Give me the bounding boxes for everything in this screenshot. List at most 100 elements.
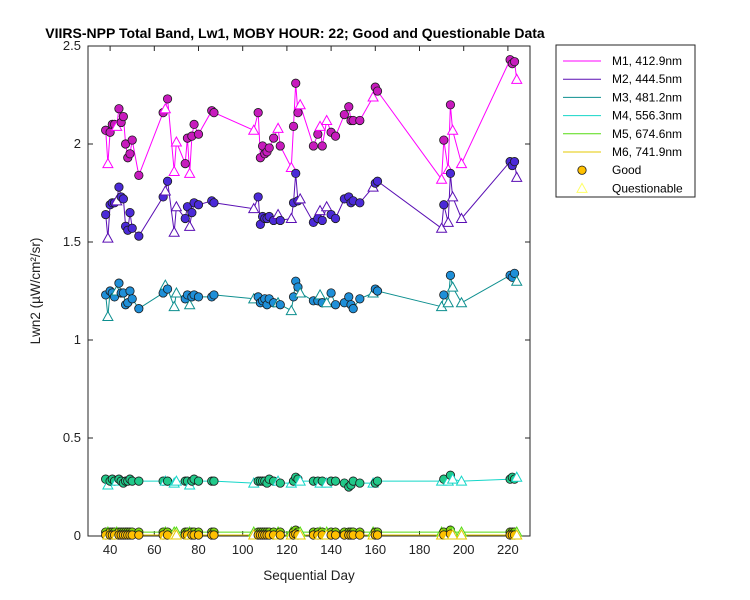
- good-point: [372, 86, 383, 96]
- series-markers: [101, 55, 523, 540]
- good-point: [193, 292, 204, 302]
- x-tick-label: 180: [409, 542, 431, 557]
- y-tick-label: 0: [74, 528, 81, 543]
- good-point: [439, 135, 449, 145]
- y-tick-label: 2.5: [63, 38, 81, 53]
- y-tick-label: 0.5: [63, 430, 81, 445]
- good-point: [209, 108, 219, 118]
- good-point: [162, 94, 173, 104]
- good-point: [330, 476, 341, 486]
- x-tick-label: 40: [103, 542, 117, 557]
- good-point: [264, 143, 274, 153]
- good-point: [326, 288, 336, 298]
- good-point: [209, 290, 219, 300]
- good-point: [355, 478, 365, 488]
- good-point: [180, 213, 190, 224]
- good-point: [330, 131, 341, 141]
- good-point: [209, 530, 219, 540]
- questionable-point: [446, 281, 459, 292]
- questionable-point: [442, 296, 455, 308]
- questionable-point: [183, 298, 196, 310]
- good-point: [317, 141, 327, 151]
- chart-title: VIIRS-NPP Total Band, Lw1, MOBY HOUR: 22…: [45, 25, 545, 41]
- questionable-point: [442, 216, 455, 227]
- good-point: [355, 198, 365, 208]
- good-point: [118, 194, 128, 204]
- x-tick-label: 140: [320, 542, 342, 557]
- questionable-point: [446, 528, 459, 540]
- legend: M1, 412.9nm M2, 444.5nm M3, 481.2nm M4, 556…: [555, 44, 696, 198]
- good-point: [330, 213, 341, 224]
- questionable-point: [159, 185, 172, 196]
- legend-swatch-good: [577, 165, 587, 175]
- questionable-point: [102, 232, 114, 243]
- questionable-point: [168, 226, 181, 237]
- good-point: [269, 133, 279, 143]
- good-point: [162, 176, 173, 186]
- y-tick-label: 1.5: [63, 234, 81, 249]
- good-point: [114, 104, 124, 114]
- questionable-point: [168, 165, 181, 176]
- questionable-point: [183, 167, 196, 178]
- good-point: [114, 278, 124, 288]
- good-point: [193, 129, 204, 139]
- good-point: [275, 478, 285, 488]
- y-axis-label: Lwn2 (µW/cm²/sr): [28, 238, 43, 345]
- good-point: [134, 530, 144, 540]
- questionable-point: [320, 200, 333, 212]
- good-point: [127, 294, 137, 304]
- good-point: [134, 304, 144, 314]
- good-point: [118, 111, 128, 122]
- good-point: [253, 192, 263, 202]
- questionable-point: [320, 114, 333, 125]
- legend-label: Questionable: [612, 181, 683, 195]
- questionable-point: [455, 212, 468, 223]
- questionable-point: [170, 286, 183, 298]
- x-axis-label: Sequential Day: [263, 568, 355, 583]
- questionable-point: [510, 528, 523, 540]
- x-tick-label: 160: [364, 542, 386, 557]
- questionable-point: [168, 300, 181, 312]
- questionable-point: [272, 122, 284, 133]
- x-tick-label: 200: [453, 542, 475, 557]
- good-point: [344, 292, 354, 302]
- questionable-point: [170, 136, 183, 147]
- good-point: [330, 530, 341, 540]
- questionable-point: [510, 275, 523, 286]
- good-point: [134, 231, 144, 241]
- good-point: [445, 168, 456, 178]
- good-point: [180, 159, 190, 169]
- questionable-point: [455, 296, 468, 308]
- good-point: [193, 200, 204, 210]
- good-point: [275, 215, 285, 226]
- questionable-point: [170, 200, 183, 212]
- good-point: [125, 208, 135, 218]
- x-tick-label: 80: [191, 542, 205, 557]
- questionable-point: [446, 124, 459, 135]
- legend-label: M1, 412.9nm: [612, 54, 682, 68]
- x-tick-label: 120: [276, 542, 298, 557]
- good-point: [445, 100, 456, 110]
- good-point: [372, 476, 383, 486]
- questionable-point: [455, 157, 468, 169]
- y-tick-label: 2: [74, 136, 81, 151]
- good-point: [162, 284, 173, 294]
- questionable-point: [446, 473, 459, 484]
- good-point: [308, 141, 319, 151]
- questionable-point: [102, 157, 114, 169]
- good-point: [193, 476, 204, 486]
- good-point: [372, 286, 383, 296]
- good-point: [509, 57, 520, 67]
- good-point: [209, 476, 219, 486]
- good-point: [193, 530, 204, 540]
- questionable-point: [294, 528, 307, 540]
- good-point: [348, 304, 358, 314]
- x-tick-label: 60: [147, 542, 161, 557]
- good-point: [120, 139, 131, 149]
- good-point: [291, 168, 301, 178]
- x-tick-label: 220: [497, 542, 519, 557]
- good-point: [275, 300, 285, 310]
- questionable-point: [102, 310, 114, 321]
- questionable-point: [314, 120, 326, 131]
